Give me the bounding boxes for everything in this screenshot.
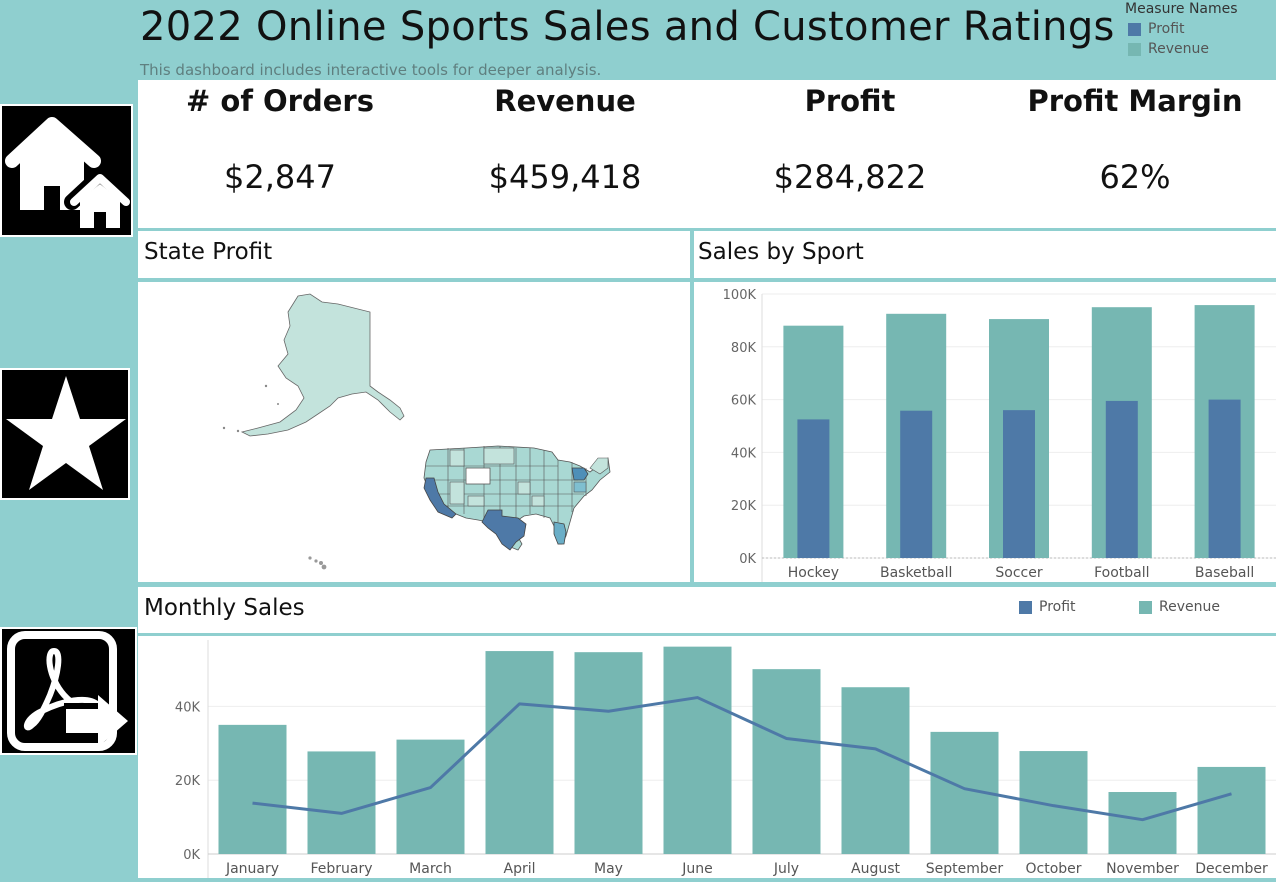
y-tick-label: 40K xyxy=(175,700,201,715)
x-month-label: November xyxy=(1106,861,1179,877)
legend-label: Profit xyxy=(1039,599,1076,615)
bar-profit-basketball[interactable] xyxy=(900,410,933,558)
nav-pdf-export-button[interactable] xyxy=(0,627,137,755)
x-month-label: July xyxy=(773,861,799,877)
star-icon xyxy=(2,370,128,498)
bar-revenue-march[interactable] xyxy=(396,739,465,854)
bar-revenue-november[interactable] xyxy=(1108,792,1177,854)
bar-revenue-february[interactable] xyxy=(307,751,376,854)
legend-swatch-profit xyxy=(1019,600,1032,614)
kpi-value-profit-margin: 62% xyxy=(1099,158,1171,196)
kpi-label-orders: # of Orders xyxy=(186,84,374,118)
sales-by-sport-title: Sales by Sport xyxy=(698,239,864,265)
bar-revenue-april[interactable] xyxy=(485,651,554,854)
x-month-label: February xyxy=(310,861,372,877)
kpi-label-revenue: Revenue xyxy=(494,84,636,118)
x-month-label: June xyxy=(681,861,713,877)
dashboard-title: 2022 Online Sports Sales and Customer Ra… xyxy=(140,4,1115,50)
state-profit-header: State Profit xyxy=(138,231,690,278)
y-tick-label: 20K xyxy=(175,774,201,789)
y-tick-label: 40K xyxy=(731,446,757,461)
nav-ratings-button[interactable] xyxy=(0,368,130,500)
x-month-label: March xyxy=(409,861,452,877)
legend-label: Profit xyxy=(1148,21,1185,37)
state-new-york[interactable] xyxy=(571,467,589,481)
legend-item-revenue[interactable]: Revenue xyxy=(1128,41,1238,57)
kpi-value-profit: $284,822 xyxy=(773,158,927,196)
us-state-map[interactable] xyxy=(138,282,690,582)
legend-label: Revenue xyxy=(1148,41,1209,57)
kpi-label-profit-margin: Profit Margin xyxy=(1027,84,1243,118)
monthly-legend-revenue[interactable]: Revenue xyxy=(1139,599,1220,615)
state-texas[interactable] xyxy=(481,509,527,551)
x-category-label: Football xyxy=(1094,565,1149,581)
y-tick-label: 0K xyxy=(183,848,200,863)
nav-home-button[interactable] xyxy=(0,104,136,237)
measure-names-legend: Measure Names Profit Revenue xyxy=(1125,1,1238,57)
monthly-sales-header: Monthly Sales Profit Revenue xyxy=(138,587,1276,633)
y-tick-label: 20K xyxy=(731,499,757,514)
monthly-sales-chart[interactable]: 40K 20K 0K January February March April May June… xyxy=(138,636,1276,878)
bar-profit-hockey[interactable] xyxy=(797,419,830,558)
y-tick-label: 60K xyxy=(731,394,757,409)
state-profit-map[interactable] xyxy=(138,282,690,582)
sales-by-sport-chart-panel: 100K 80K 60K 40K 20K 0K Hockey Basketball Soccer… xyxy=(694,282,1276,582)
state-california[interactable] xyxy=(423,477,457,519)
legend-swatch-revenue xyxy=(1139,600,1152,614)
legend-swatch-revenue xyxy=(1128,42,1141,56)
y-tick-label: 80K xyxy=(731,341,757,356)
state-profit-title: State Profit xyxy=(144,239,273,265)
x-category-label: Basketball xyxy=(880,565,952,581)
x-category-label: Hockey xyxy=(788,565,839,581)
home-icon xyxy=(2,106,136,235)
bar-revenue-july[interactable] xyxy=(752,669,821,854)
x-category-label: Soccer xyxy=(995,565,1042,581)
kpi-value-orders: $2,847 xyxy=(224,158,336,196)
state-alaska[interactable] xyxy=(240,293,405,437)
kpi-label-profit: Profit xyxy=(804,84,896,118)
x-month-label: April xyxy=(504,861,536,877)
bar-profit-football[interactable] xyxy=(1105,400,1138,558)
x-month-label: May xyxy=(594,861,623,877)
legend-label: Revenue xyxy=(1159,599,1220,615)
bar-profit-baseball[interactable] xyxy=(1208,399,1241,558)
bar-revenue-august[interactable] xyxy=(841,687,910,854)
bar-revenue-june[interactable] xyxy=(663,646,732,854)
x-month-label: January xyxy=(225,861,279,877)
bar-revenue-december[interactable] xyxy=(1197,766,1266,854)
dashboard-subtitle: This dashboard includes interactive tool… xyxy=(140,61,602,79)
bar-revenue-may[interactable] xyxy=(574,652,643,854)
kpi-value-revenue: $459,418 xyxy=(488,158,642,196)
state-florida[interactable] xyxy=(553,521,567,545)
bar-revenue-january[interactable] xyxy=(218,724,287,854)
y-tick-label: 0K xyxy=(739,552,756,567)
legend-item-profit[interactable]: Profit xyxy=(1128,21,1238,37)
legend-swatch-profit xyxy=(1128,22,1141,36)
monthly-sales-chart-panel: 40K 20K 0K January February March April May June… xyxy=(138,636,1276,878)
line-profit[interactable] xyxy=(252,696,1232,822)
x-month-label: October xyxy=(1025,861,1081,877)
x-month-label: December xyxy=(1195,861,1268,877)
sales-by-sport-chart[interactable]: 100K 80K 60K 40K 20K 0K Hockey Basketball Soccer… xyxy=(694,282,1276,582)
y-tick-label: 100K xyxy=(723,288,757,303)
pdf-export-icon xyxy=(2,629,135,753)
monthly-sales-title: Monthly Sales xyxy=(144,595,305,621)
state-wyoming[interactable] xyxy=(465,467,491,485)
kpi-panel: # of Orders $2,847 Revenue $459,418 Prof… xyxy=(138,80,1276,228)
sales-by-sport-header: Sales by Sport xyxy=(694,231,1276,278)
x-category-label: Baseball xyxy=(1195,565,1254,581)
monthly-legend-profit[interactable]: Profit xyxy=(1019,599,1076,615)
x-month-label: August xyxy=(851,861,901,877)
legend-title: Measure Names xyxy=(1125,1,1238,17)
bar-profit-soccer[interactable] xyxy=(1003,410,1035,558)
x-month-label: September xyxy=(926,861,1004,877)
